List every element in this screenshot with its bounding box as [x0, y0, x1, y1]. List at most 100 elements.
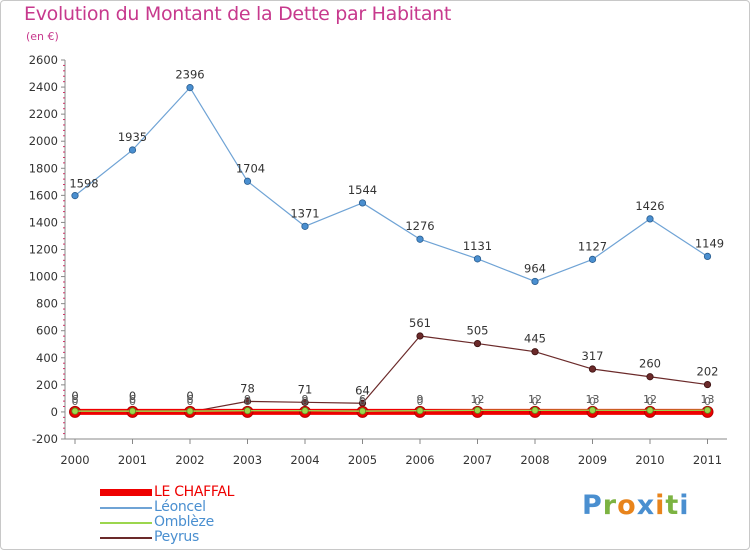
- x-tick-label: 2009: [578, 453, 607, 467]
- data-label: 1149: [695, 236, 724, 250]
- y-tick-label: 200: [36, 378, 58, 392]
- data-point: [588, 255, 597, 263]
- data-label: 0: [72, 395, 79, 408]
- data-point: [703, 380, 712, 389]
- data-label: 0: [474, 395, 481, 408]
- data-label: 12: [643, 393, 657, 406]
- data-point: [703, 406, 712, 414]
- data-label: 0: [244, 395, 251, 408]
- data-label: 1276: [405, 219, 434, 233]
- data-label: 9: [302, 393, 309, 406]
- data-label: 0: [532, 395, 539, 408]
- data-point: [358, 407, 367, 415]
- data-point: [416, 332, 424, 340]
- y-tick-label: 2000: [29, 134, 58, 148]
- y-tick-label: 1600: [29, 188, 58, 202]
- data-label: 64: [355, 383, 370, 397]
- data-point: [531, 277, 539, 286]
- proxiti-logo: Proxiti: [582, 490, 690, 521]
- data-label: 78: [240, 381, 255, 395]
- data-point: [243, 407, 252, 415]
- series-line-peyrus: [74, 335, 709, 413]
- y-tick-label: 2200: [29, 107, 58, 121]
- y-tick-label: 600: [36, 324, 58, 338]
- data-label: 317: [582, 349, 604, 363]
- series-line-omblèze: [74, 409, 709, 412]
- data-label: 0: [589, 395, 596, 408]
- legend-swatch: [100, 489, 152, 496]
- legend-label: Omblèze: [154, 514, 214, 530]
- data-point: [128, 146, 137, 154]
- data-label: 0: [71, 389, 78, 403]
- legend-label: Léoncel: [154, 499, 206, 515]
- data-point: [243, 177, 252, 185]
- data-label: 6: [359, 393, 366, 406]
- data-point: [358, 199, 367, 207]
- y-tick-label: 1000: [29, 270, 58, 284]
- logo-letter: i: [679, 490, 690, 521]
- data-label: 6: [187, 393, 194, 406]
- logo-letter: i: [655, 490, 666, 521]
- data-point: [531, 348, 539, 356]
- data-point: [703, 252, 712, 261]
- y-tick-label: 1400: [29, 215, 58, 229]
- legend-swatch: [100, 537, 152, 539]
- data-label: 505: [467, 324, 489, 338]
- data-point: [186, 84, 194, 92]
- data-point: [473, 406, 482, 414]
- data-point: [531, 406, 539, 414]
- data-point: [646, 373, 654, 381]
- data-label: 12: [528, 393, 542, 406]
- data-label: 0: [417, 395, 424, 408]
- y-tick-label: 0: [51, 405, 58, 419]
- logo-letter: r: [602, 490, 618, 521]
- data-label: 9: [417, 393, 424, 406]
- data-label: 964: [524, 261, 546, 275]
- data-label: 0: [129, 389, 136, 403]
- data-point: [186, 407, 194, 415]
- y-tick-label: 1200: [29, 243, 58, 257]
- data-label: 1935: [118, 130, 147, 144]
- data-point: [646, 215, 654, 223]
- legend-item: Omblèze: [100, 514, 320, 530]
- chart-subtitle: (en €): [26, 30, 59, 43]
- data-label: 1704: [236, 161, 265, 175]
- data-label: 561: [409, 316, 431, 330]
- data-point: [71, 407, 79, 415]
- legend-item: Peyrus: [100, 529, 320, 545]
- data-label: 0: [647, 395, 654, 408]
- data-label: 71: [298, 382, 313, 396]
- x-tick-label: 2004: [290, 453, 319, 467]
- data-point: [588, 365, 597, 373]
- data-label: 1131: [463, 239, 492, 253]
- data-point: [588, 406, 597, 414]
- data-point: [243, 397, 252, 405]
- series-line-léoncel: [74, 87, 709, 283]
- data-point: [646, 406, 654, 414]
- logo-letter: t: [665, 490, 680, 521]
- x-tick-label: 2005: [348, 453, 377, 467]
- data-label: 2396: [175, 68, 204, 82]
- data-label: 260: [639, 357, 661, 371]
- x-tick-label: 2007: [463, 453, 492, 467]
- data-label: 6: [129, 393, 136, 406]
- data-label: 12: [471, 393, 485, 406]
- x-tick-label: 2000: [60, 453, 89, 467]
- data-point: [473, 255, 482, 263]
- y-tick-label: 2400: [29, 80, 58, 94]
- y-tick-label: 400: [36, 351, 58, 365]
- x-tick-label: 2008: [520, 453, 549, 467]
- logo-letter: P: [582, 490, 603, 521]
- legend-swatch: [100, 522, 152, 524]
- data-label: 13: [701, 393, 715, 406]
- data-point: [301, 407, 309, 415]
- chart-legend: LE CHAFFAL Léoncel Omblèze Peyrus: [100, 484, 320, 545]
- x-tick-label: 2011: [693, 453, 722, 467]
- data-point: [473, 339, 482, 348]
- data-label: 0: [129, 395, 136, 408]
- data-label: 1544: [348, 183, 377, 197]
- data-label: 9: [244, 393, 251, 406]
- data-label: 1598: [69, 177, 98, 191]
- y-tick-label: 1800: [29, 161, 58, 175]
